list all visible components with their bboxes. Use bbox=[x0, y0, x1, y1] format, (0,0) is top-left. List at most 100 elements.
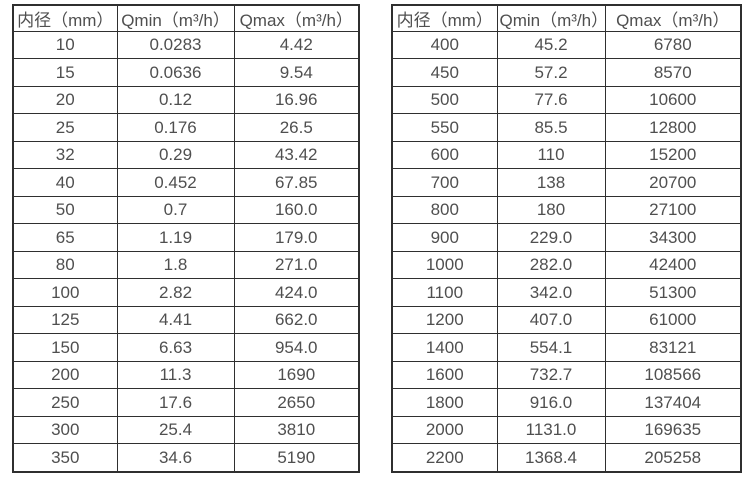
cell: 34.6 bbox=[116, 443, 235, 473]
column-header: Qmax（m³/h） bbox=[604, 4, 742, 32]
cell: 12800 bbox=[604, 113, 742, 142]
table-row: 550 85.5 12800 bbox=[391, 113, 742, 142]
cell: 11.3 bbox=[116, 360, 235, 390]
cell: 954.0 bbox=[233, 333, 360, 362]
table-row: 400 45.2 6780 bbox=[391, 30, 742, 60]
cell: 1000 bbox=[391, 250, 498, 280]
cell: 108566 bbox=[604, 360, 742, 390]
table-row: 40 0.452 67.85 bbox=[12, 168, 360, 197]
cell: 550 bbox=[391, 113, 498, 142]
cell: 9.54 bbox=[233, 58, 360, 87]
table-row: 125 4.41 662.0 bbox=[12, 305, 360, 335]
cell: 45.2 bbox=[496, 30, 606, 60]
table-row: 250 17.6 2650 bbox=[12, 388, 360, 417]
column-header: 内径（mm） bbox=[391, 4, 498, 32]
table-row: 150 6.63 954.0 bbox=[12, 333, 360, 362]
cell: 43.42 bbox=[233, 140, 360, 170]
table-row: 2200 1368.4 205258 bbox=[391, 443, 742, 473]
cell: 50 bbox=[12, 195, 118, 225]
table-row: 1600 732.7 108566 bbox=[391, 360, 742, 390]
cell: 1200 bbox=[391, 305, 498, 335]
cell: 229.0 bbox=[496, 223, 606, 252]
cell: 160.0 bbox=[233, 195, 360, 225]
table-row: 700 138 20700 bbox=[391, 168, 742, 197]
cell: 407.0 bbox=[496, 305, 606, 335]
header-row: 内径（mm） Qmin（m³/h） Qmax（m³/h） bbox=[391, 4, 742, 32]
table-row: 32 0.29 43.42 bbox=[12, 140, 360, 170]
cell: 342.0 bbox=[496, 278, 606, 307]
table-row: 500 77.6 10600 bbox=[391, 85, 742, 115]
cell: 5190 bbox=[233, 443, 360, 473]
cell: 100 bbox=[12, 278, 118, 307]
cell: 20 bbox=[12, 85, 118, 115]
cell: 25 bbox=[12, 113, 118, 142]
table-row: 1100 342.0 51300 bbox=[391, 278, 742, 307]
cell: 1100 bbox=[391, 278, 498, 307]
column-header: Qmin（m³/h） bbox=[116, 4, 235, 32]
table-row: 1200 407.0 61000 bbox=[391, 305, 742, 335]
cell: 350 bbox=[12, 443, 118, 473]
table-row: 25 0.176 26.5 bbox=[12, 113, 360, 142]
cell: 20700 bbox=[604, 168, 742, 197]
cell: 110 bbox=[496, 140, 606, 170]
cell: 600 bbox=[391, 140, 498, 170]
cell: 2000 bbox=[391, 415, 498, 445]
cell: 0.12 bbox=[116, 85, 235, 115]
cell: 1690 bbox=[233, 360, 360, 390]
table-row: 200 11.3 1690 bbox=[12, 360, 360, 390]
cell: 1131.0 bbox=[496, 415, 606, 445]
cell: 77.6 bbox=[496, 85, 606, 115]
cell: 450 bbox=[391, 58, 498, 87]
cell: 67.85 bbox=[233, 168, 360, 197]
cell: 1.8 bbox=[116, 250, 235, 280]
table-row: 450 57.2 8570 bbox=[391, 58, 742, 87]
cell: 2200 bbox=[391, 443, 498, 473]
cell: 125 bbox=[12, 305, 118, 335]
cell: 2650 bbox=[233, 388, 360, 417]
cell: 916.0 bbox=[496, 388, 606, 417]
cell: 2.82 bbox=[116, 278, 235, 307]
cell: 205258 bbox=[604, 443, 742, 473]
cell: 10600 bbox=[604, 85, 742, 115]
cell: 8570 bbox=[604, 58, 742, 87]
flow-table-large-diameters: 内径（mm） Qmin（m³/h） Qmax（m³/h） 400 45.2 6780 45… bbox=[391, 4, 742, 473]
cell: 424.0 bbox=[233, 278, 360, 307]
table-row: 600 110 15200 bbox=[391, 140, 742, 170]
cell: 150 bbox=[12, 333, 118, 362]
cell: 0.0283 bbox=[116, 30, 235, 60]
cell: 180 bbox=[496, 195, 606, 225]
table-row: 800 180 27100 bbox=[391, 195, 742, 225]
cell: 4.41 bbox=[116, 305, 235, 335]
cell: 271.0 bbox=[233, 250, 360, 280]
cell: 42400 bbox=[604, 250, 742, 280]
cell: 1400 bbox=[391, 333, 498, 362]
cell: 85.5 bbox=[496, 113, 606, 142]
cell: 0.29 bbox=[116, 140, 235, 170]
column-header: 内径（mm） bbox=[12, 4, 118, 32]
cell: 40 bbox=[12, 168, 118, 197]
cell: 6.63 bbox=[116, 333, 235, 362]
cell: 250 bbox=[12, 388, 118, 417]
cell: 83121 bbox=[604, 333, 742, 362]
cell: 800 bbox=[391, 195, 498, 225]
table-row: 100 2.82 424.0 bbox=[12, 278, 360, 307]
cell: 1.19 bbox=[116, 223, 235, 252]
cell: 0.452 bbox=[116, 168, 235, 197]
table-row: 20 0.12 16.96 bbox=[12, 85, 360, 115]
cell: 1368.4 bbox=[496, 443, 606, 473]
table-row: 2000 1131.0 169635 bbox=[391, 415, 742, 445]
cell: 137404 bbox=[604, 388, 742, 417]
cell: 700 bbox=[391, 168, 498, 197]
cell: 10 bbox=[12, 30, 118, 60]
cell: 80 bbox=[12, 250, 118, 280]
table-row: 1400 554.1 83121 bbox=[391, 333, 742, 362]
cell: 6780 bbox=[604, 30, 742, 60]
cell: 300 bbox=[12, 415, 118, 445]
cell: 34300 bbox=[604, 223, 742, 252]
header-row: 内径（mm） Qmin（m³/h） Qmax（m³/h） bbox=[12, 4, 360, 32]
cell: 900 bbox=[391, 223, 498, 252]
cell: 51300 bbox=[604, 278, 742, 307]
cell: 32 bbox=[12, 140, 118, 170]
cell: 1600 bbox=[391, 360, 498, 390]
